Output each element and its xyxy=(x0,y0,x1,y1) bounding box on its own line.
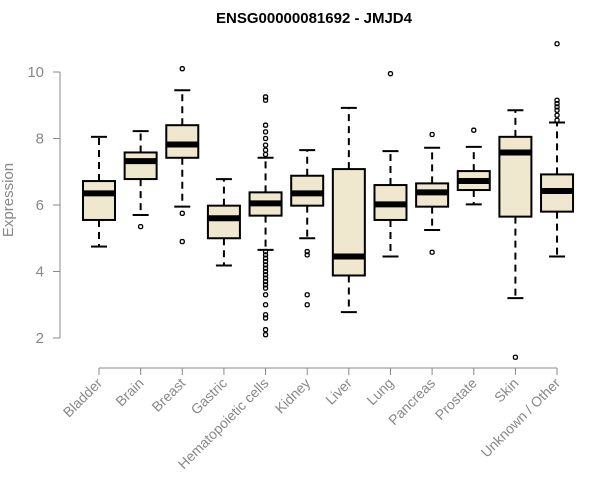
y-tick-label: 6 xyxy=(36,197,44,214)
outlier-point xyxy=(429,131,435,138)
x-tick-label: Skin xyxy=(491,375,522,406)
x-tick-label: Breast xyxy=(148,375,188,415)
outlier-point xyxy=(429,249,435,255)
outlier-point xyxy=(262,252,269,258)
outlier-point xyxy=(554,100,560,107)
outlier-point xyxy=(262,285,269,291)
x-tick-label: Brain xyxy=(112,375,146,409)
outlier-point xyxy=(471,127,477,133)
outlier-point xyxy=(262,151,269,158)
outlier-point xyxy=(179,66,185,72)
outlier-point xyxy=(262,278,269,285)
outlier-point xyxy=(387,71,394,77)
boxes xyxy=(82,41,575,360)
box xyxy=(206,204,241,240)
outlier-point xyxy=(554,107,560,113)
outlier-point xyxy=(554,112,560,118)
outlier-point xyxy=(554,97,560,103)
box-group xyxy=(415,131,450,255)
outlier-point xyxy=(554,104,560,110)
x-tick-label: Lung xyxy=(363,375,396,408)
y-tick-label: 10 xyxy=(27,64,44,81)
outlier-point xyxy=(554,117,560,123)
chart-title: ENSG00000081692 - JMJD4 xyxy=(216,10,413,27)
y-tick-label: 4 xyxy=(36,264,44,281)
y-axis-label: Expression xyxy=(0,163,17,237)
outlier-point xyxy=(304,248,310,255)
box xyxy=(123,151,158,181)
outlier-point xyxy=(137,223,144,230)
outlier-point xyxy=(179,210,185,216)
outlier-point xyxy=(179,238,185,245)
outlier-point xyxy=(262,275,269,281)
x-tick-label: Kidney xyxy=(272,375,314,417)
y-tick-label: 2 xyxy=(36,330,44,347)
box-group xyxy=(290,149,325,308)
x-tick-label: Prostate xyxy=(432,375,480,423)
outlier-point xyxy=(262,282,269,288)
outlier-point xyxy=(262,312,269,318)
box-group xyxy=(540,41,575,258)
x-tick-label: Bladder xyxy=(60,375,106,421)
outlier-point xyxy=(304,302,310,308)
outlier-point xyxy=(262,97,269,103)
outlier-point xyxy=(262,147,269,153)
box xyxy=(82,180,116,221)
outlier-point xyxy=(262,135,269,142)
box-group xyxy=(456,127,491,206)
box-group xyxy=(331,106,366,314)
box-group xyxy=(165,66,200,245)
outlier-point xyxy=(262,265,269,271)
box xyxy=(498,135,533,218)
box-group xyxy=(373,71,408,258)
outlier-point xyxy=(262,142,269,148)
outlier-point xyxy=(304,252,310,258)
outlier-point xyxy=(554,41,560,47)
box-group xyxy=(123,130,158,230)
box-group xyxy=(82,135,116,248)
outlier-point xyxy=(262,272,269,278)
outlier-point xyxy=(262,258,269,265)
outlier-point xyxy=(262,292,269,298)
outlier-point xyxy=(262,302,269,308)
outlier-point xyxy=(512,354,519,360)
outlier-point xyxy=(262,94,269,100)
outlier-point xyxy=(262,332,269,338)
outlier-point xyxy=(262,122,269,128)
outlier-point xyxy=(262,255,269,261)
outlier-point xyxy=(262,248,269,255)
y-ticks: 2 4 6 8 10 xyxy=(27,64,60,347)
outlier-point xyxy=(262,327,269,333)
box-group xyxy=(498,109,533,360)
outlier-point xyxy=(304,292,310,298)
box-group xyxy=(248,94,283,338)
outlier-point xyxy=(262,315,269,321)
x-tick-label: Liver xyxy=(322,375,355,408)
outlier-point xyxy=(262,262,269,268)
outlier-point xyxy=(262,268,269,275)
x-tick-label: Unknown / Other xyxy=(478,375,564,461)
y-tick-label: 8 xyxy=(36,131,44,148)
outlier-point xyxy=(262,129,269,135)
box-group xyxy=(206,178,241,267)
